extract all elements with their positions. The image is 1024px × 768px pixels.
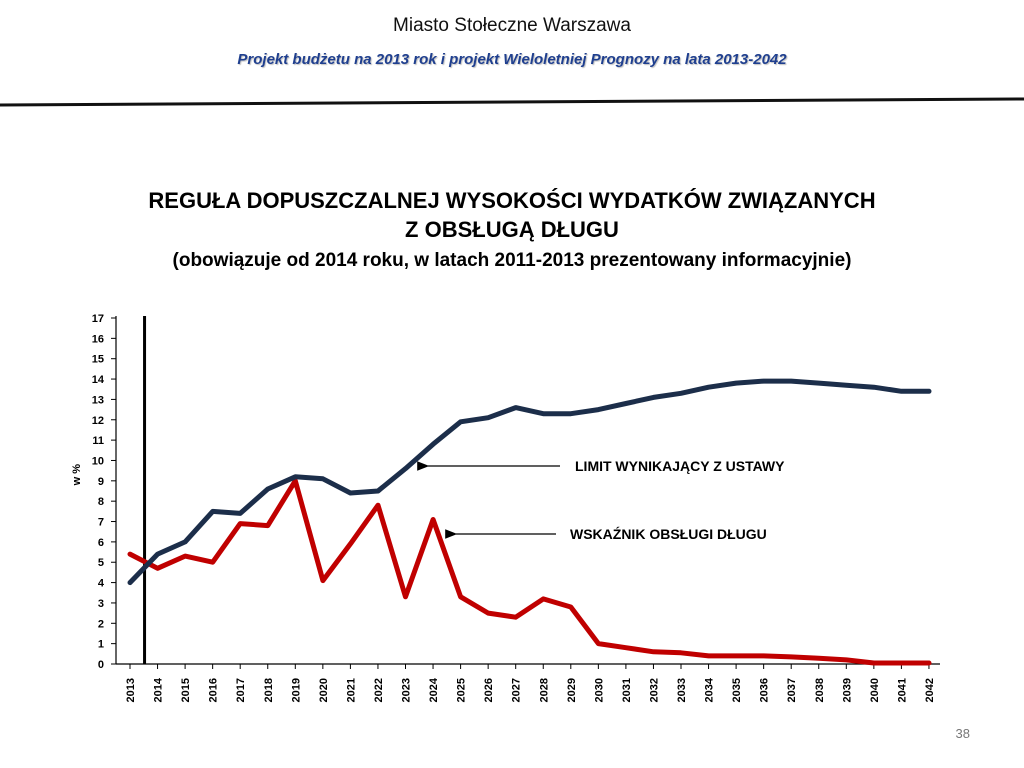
x-tick-label: 2028	[538, 678, 550, 702]
series-line-limit	[127, 378, 932, 586]
x-tick-label: 2018	[263, 678, 275, 702]
x-tick-label: 2016	[208, 678, 220, 702]
x-tick-label: 2019	[290, 678, 302, 702]
y-axis-title: w %	[71, 464, 83, 487]
x-tick-label: 2014	[153, 677, 165, 702]
y-tick-label: 6	[98, 537, 104, 549]
y-tick-label: 1	[98, 639, 104, 651]
x-tick-label: 2033	[676, 678, 688, 702]
slide-title-line-1: REGUŁA DOPUSZCZALNEJ WYSOKOŚCI WYDATKÓW …	[148, 188, 876, 213]
slide-subtitle: (obowiązuje od 2014 roku, w latach 2011-…	[172, 250, 852, 271]
x-tick-label: 2029	[566, 678, 578, 702]
x-tick-label: 2034	[704, 677, 716, 702]
x-tick-label: 2022	[373, 678, 385, 702]
x-tick-label: 2035	[731, 678, 743, 702]
y-tick-label: 16	[92, 333, 104, 345]
x-tick-label: 2037	[786, 678, 798, 702]
series-line-debt-service	[127, 478, 932, 666]
x-tick-label: 2017	[235, 678, 247, 702]
x-tick-label: 2032	[648, 678, 660, 702]
y-tick-label: 12	[92, 415, 104, 427]
header-divider	[0, 97, 1024, 107]
annotation-limit-label: LIMIT WYNIKAJĄCY Z USTAWY	[575, 458, 785, 474]
y-tick-label: 17	[92, 313, 104, 325]
x-tick-label: 2015	[180, 678, 192, 702]
y-tick-label: 0	[98, 659, 104, 671]
y-tick-label: 10	[92, 455, 104, 467]
x-tick-label: 2013	[125, 678, 137, 702]
annotation-debt-service-label: WSKAŹNIK OBSŁUGI DŁUGU	[570, 526, 767, 542]
x-tick-label: 2020	[318, 678, 330, 702]
x-tick-label: 2024	[428, 677, 440, 702]
x-tick-label: 2023	[401, 678, 413, 702]
x-tick-label: 2041	[896, 678, 908, 702]
y-tick-label: 2	[98, 618, 104, 630]
slide-title: REGUŁA DOPUSZCZALNEJ WYSOKOŚCI WYDATKÓW …	[0, 186, 1024, 244]
y-tick-label: 15	[92, 354, 104, 366]
x-tick-label: 2031	[621, 678, 633, 702]
y-tick-label: 13	[92, 394, 104, 406]
y-tick-label: 11	[92, 435, 104, 447]
x-tick-label: 2042	[924, 678, 936, 702]
slide-title-line-2: Z OBSŁUGĄ DŁUGU	[405, 217, 619, 242]
page-number: 38	[955, 726, 970, 741]
x-tick-label: 2036	[759, 678, 771, 702]
y-tick-label: 9	[98, 476, 104, 488]
header-subtitle: Projekt budżetu na 2013 rok i projekt Wi…	[237, 51, 787, 68]
x-tick-label: 2021	[345, 678, 357, 702]
header-title: Miasto Stołeczne Warszawa	[393, 15, 631, 36]
y-tick-label: 5	[98, 557, 104, 569]
x-tick-label: 2040	[869, 678, 881, 702]
x-tick-label: 2030	[593, 678, 605, 702]
x-tick-label: 2039	[841, 678, 853, 702]
y-tick-label: 3	[98, 598, 104, 610]
x-tick-label: 2027	[511, 678, 523, 702]
y-tick-label: 8	[98, 496, 104, 508]
x-tick-label: 2025	[456, 678, 468, 702]
x-tick-label: 2038	[814, 678, 826, 702]
y-tick-label: 14	[92, 374, 105, 386]
y-tick-label: 4	[98, 578, 105, 590]
x-tick-label: 2026	[483, 678, 495, 702]
y-tick-label: 7	[98, 517, 104, 529]
